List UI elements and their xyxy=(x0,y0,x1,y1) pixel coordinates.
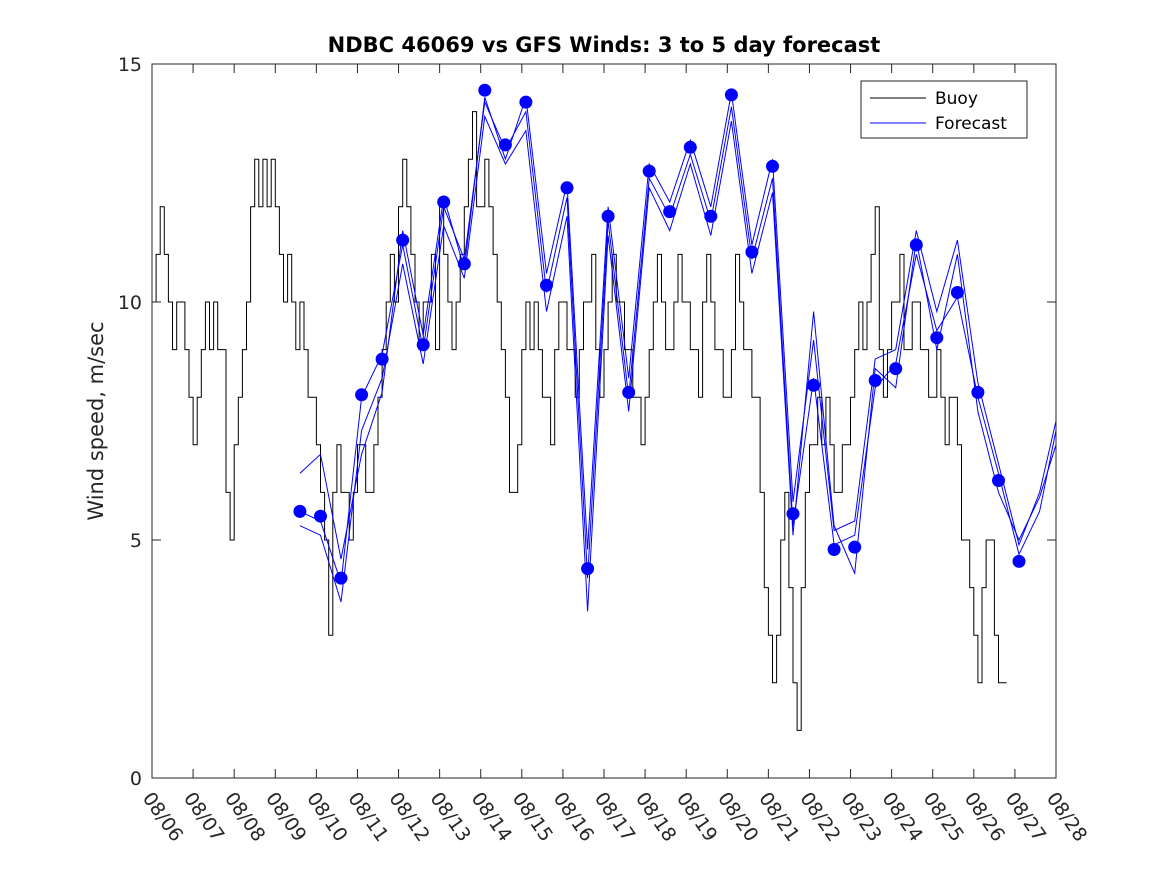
y-tick-label: 5 xyxy=(130,530,142,552)
x-tick-label: 08/17 xyxy=(590,788,639,845)
forecast-marker xyxy=(683,140,697,154)
forecast-marker xyxy=(355,388,369,402)
forecast-marker-layer xyxy=(293,83,1026,585)
forecast-marker xyxy=(889,362,903,376)
y-axis-label: Wind speed, m/sec xyxy=(84,321,108,520)
forecast-marker xyxy=(498,138,512,152)
forecast-line-1 xyxy=(299,100,1057,583)
forecast-marker xyxy=(909,238,923,252)
forecast-marker xyxy=(848,540,862,554)
legend-box xyxy=(860,80,1028,139)
forecast-marker xyxy=(827,543,841,556)
forecast-marker xyxy=(971,385,985,399)
forecast-marker xyxy=(724,88,738,102)
forecast-marker xyxy=(930,331,944,345)
forecast-marker xyxy=(416,338,430,352)
forecast-marker xyxy=(601,209,615,223)
x-tick-label: 08/11 xyxy=(343,788,392,845)
forecast-marker xyxy=(540,278,553,292)
forecast-marker xyxy=(581,562,595,576)
y-tick-label: 10 xyxy=(118,292,142,314)
forecast-line-3 xyxy=(299,92,1057,560)
forecast-marker xyxy=(704,209,718,223)
x-tick-label: 08/20 xyxy=(713,788,762,845)
forecast-marker xyxy=(745,245,759,259)
x-tick-label: 08/22 xyxy=(795,788,844,845)
x-tick-label: 08/06 xyxy=(138,788,187,845)
buoy-series-layer xyxy=(152,111,1007,731)
legend: Buoy Forecast xyxy=(860,80,1028,139)
forecast-marker xyxy=(334,571,348,585)
buoy-line xyxy=(152,111,1007,731)
forecast-marker xyxy=(457,257,471,271)
x-tick-label: 08/27 xyxy=(1001,788,1050,845)
forecast-marker xyxy=(642,164,656,178)
forecast-marker xyxy=(437,195,451,209)
x-tick-label: 08/19 xyxy=(672,788,721,845)
x-tick-label: 08/09 xyxy=(261,788,310,845)
forecast-marker xyxy=(992,474,1005,487)
forecast-marker xyxy=(293,504,307,518)
x-tick-label: 08/26 xyxy=(960,788,1009,845)
forecast-marker xyxy=(950,286,964,299)
forecast-marker xyxy=(807,378,821,392)
x-tick-label: 08/21 xyxy=(754,788,803,845)
x-tick-label: 08/18 xyxy=(631,788,680,845)
x-tick-label: 08/13 xyxy=(426,788,475,845)
y-tick-layer: 0 5 10 15 xyxy=(118,54,1056,790)
x-tick-label: 08/07 xyxy=(179,788,228,845)
y-tick-label: 15 xyxy=(118,54,142,76)
forecast-marker xyxy=(314,509,327,523)
x-tick-label: 08/15 xyxy=(508,788,557,845)
x-tick-label: 08/24 xyxy=(878,788,927,845)
y-tick-label: 0 xyxy=(130,768,142,790)
x-tick-label: 08/28 xyxy=(1042,788,1091,845)
x-tick-label: 08/10 xyxy=(302,788,351,845)
forecast-marker xyxy=(663,205,677,219)
x-tick-label: 08/08 xyxy=(220,788,269,845)
legend-buoy-label: Buoy xyxy=(935,89,978,109)
x-tick-label: 08/23 xyxy=(836,788,885,845)
legend-forecast-label: Forecast xyxy=(935,114,1007,134)
x-tick-label: 08/14 xyxy=(467,788,516,845)
forecast-marker xyxy=(396,233,410,247)
forecast-marker xyxy=(868,374,882,387)
x-tick-label: 08/16 xyxy=(549,788,598,845)
forecast-marker xyxy=(1012,554,1026,568)
forecast-marker xyxy=(766,159,779,173)
x-tick-label: 08/12 xyxy=(384,788,433,845)
chart-title: NDBC 46069 vs GFS Winds: 3 to 5 day fore… xyxy=(328,33,881,57)
forecast-marker xyxy=(622,385,636,399)
forecast-marker xyxy=(786,507,800,521)
forecast-marker xyxy=(375,352,389,366)
x-tick-label: 08/25 xyxy=(919,788,968,845)
forecast-marker xyxy=(560,181,574,195)
plot-background xyxy=(152,64,1056,778)
forecast-marker xyxy=(519,95,533,109)
forecast-marker xyxy=(478,83,492,97)
